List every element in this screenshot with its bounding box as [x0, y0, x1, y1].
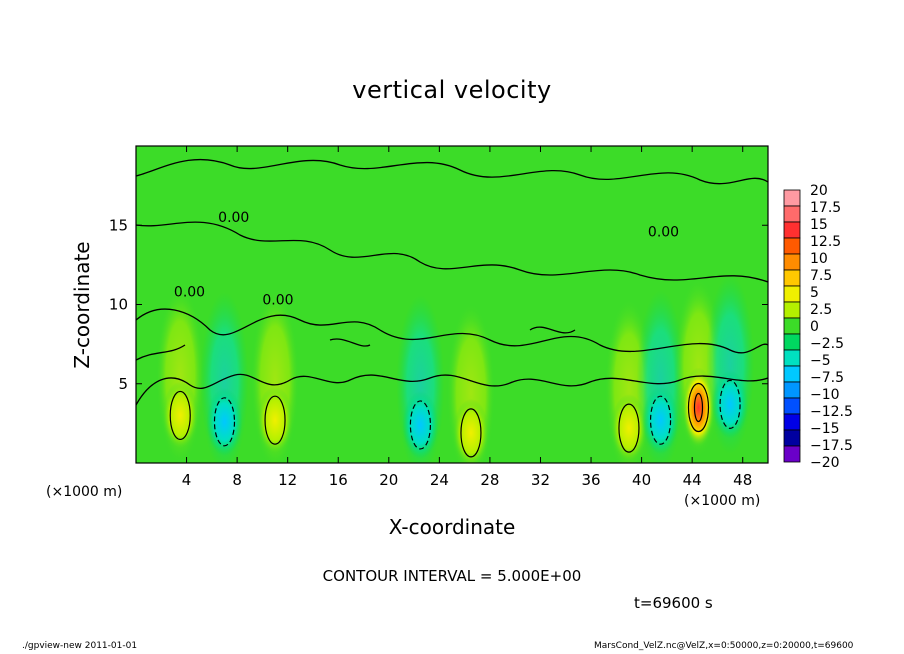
colorbar-swatch-12 — [783, 381, 801, 399]
colorbar-label-13: −12.5 — [810, 404, 853, 420]
contour-cell-7 — [687, 382, 710, 433]
field-core-4 — [452, 398, 489, 463]
colorbar-label-11: −7.5 — [810, 370, 844, 386]
colorbar-swatch-6 — [783, 285, 801, 303]
y-axis-label: Z-coordinate — [70, 241, 94, 369]
x-unit-left: (×1000 m) — [46, 484, 123, 500]
contour-cell-8 — [719, 379, 741, 429]
field-core-2 — [257, 386, 294, 455]
x-tick-label-4: 20 — [379, 471, 398, 489]
y-tick-label-0: 5 — [118, 375, 128, 393]
colorbar-label-8: 0 — [810, 319, 819, 335]
footer-left: ./gpview-new 2011-01-01 — [22, 641, 138, 651]
y-tick-label-1: 10 — [109, 296, 128, 314]
colorbar-swatch-3 — [783, 237, 801, 255]
colorbar-swatch-16 — [783, 445, 801, 463]
field-core-8 — [712, 370, 749, 439]
colorbar-swatch-5 — [783, 269, 801, 287]
field-core-0 — [162, 381, 199, 450]
colorbar-label-0: 20 — [810, 183, 828, 199]
x-tick-label-7: 32 — [531, 471, 550, 489]
colorbar-label-10: −5 — [810, 353, 831, 369]
x-axis: 4 8 12 16 20 24 28 32 36 40 44 48 — [182, 146, 752, 489]
contour-cell-1 — [213, 397, 236, 447]
contour-cell-4 — [460, 408, 482, 458]
colorbar-label-12: −10 — [810, 387, 840, 403]
colorbar-label-7: 2.5 — [810, 302, 832, 318]
contour-cell-5 — [618, 403, 640, 453]
colorbar-label-5: 7.5 — [810, 268, 832, 284]
time-label: t=69600 s — [634, 594, 713, 612]
cell-contours — [169, 379, 741, 458]
colorbar-swatch-1 — [783, 205, 801, 223]
contour-label-0: 0.00 — [218, 210, 249, 226]
y-tick-label-2: 15 — [109, 216, 128, 234]
colorbar-label-2: 15 — [810, 217, 828, 233]
colorbar-swatch-10 — [783, 349, 801, 367]
contour-interval: CONTOUR INTERVAL = 5.000E+00 — [322, 567, 582, 585]
field-core-5 — [610, 394, 647, 463]
field-core-6 — [642, 386, 679, 455]
x-tick-label-0: 4 — [182, 471, 192, 489]
colorbar-swatch-2 — [783, 221, 801, 239]
colorbar-label-16: −20 — [810, 455, 840, 471]
x-tick-label-3: 16 — [329, 471, 348, 489]
field-core-7 — [682, 367, 715, 448]
contour-cell-6 — [649, 395, 672, 445]
contour-label-1: 0.00 — [262, 293, 293, 309]
colorbar-label-6: 5 — [810, 285, 819, 301]
contour-label-2: 0.00 — [648, 224, 679, 240]
colorbar-swatch-8 — [783, 317, 801, 335]
colorbar: 2017.51512.5107.552.50−2.5−5−7.5−10−12.5… — [783, 183, 853, 471]
x-tick-label-1: 8 — [232, 471, 242, 489]
x-tick-label-10: 44 — [683, 471, 702, 489]
contour-cell-inner-7 — [693, 392, 704, 423]
x-unit-right: (×1000 m) — [684, 493, 761, 509]
chart-title: vertical velocity — [352, 76, 552, 104]
colorbar-label-1: 17.5 — [810, 200, 841, 216]
contour-cell-0 — [169, 390, 191, 441]
contour-cell-3 — [409, 400, 431, 450]
x-tick-label-6: 28 — [480, 471, 499, 489]
field-core-3 — [402, 390, 439, 459]
colorbar-label-9: −2.5 — [810, 336, 844, 352]
colorbar-label-3: 12.5 — [810, 234, 841, 250]
colorbar-swatch-7 — [783, 301, 801, 319]
x-axis-label: X-coordinate — [388, 515, 516, 539]
x-tick-label-5: 24 — [430, 471, 449, 489]
colorbar-swatch-9 — [783, 333, 801, 351]
contour-lines — [136, 158, 768, 406]
contour-label-3: 0.00 — [174, 285, 205, 301]
colorbar-swatch-15 — [783, 429, 801, 447]
colorbar-swatch-11 — [783, 365, 801, 383]
colorbar-swatch-14 — [783, 413, 801, 431]
colorbar-label-14: −15 — [810, 421, 840, 437]
contour-cell-2 — [264, 395, 286, 445]
x-tick-label-9: 40 — [632, 471, 651, 489]
x-tick-label-2: 12 — [278, 471, 297, 489]
colorbar-label-15: −17.5 — [810, 438, 853, 454]
colorbar-label-4: 10 — [810, 251, 828, 267]
contour-labels: 0.00 0.00 0.00 0.00 — [174, 210, 679, 308]
colorbar-swatch-0 — [783, 189, 801, 207]
y-axis: 5 10 15 — [109, 216, 768, 393]
colorbar-swatch-4 — [783, 253, 801, 271]
footer-right: MarsCond_VelZ.nc@VelZ,x=0:50000,z=0:2000… — [594, 641, 854, 651]
field-core-1 — [206, 387, 243, 456]
x-tick-label-11: 48 — [733, 471, 752, 489]
colorbar-swatch-13 — [783, 397, 801, 415]
x-tick-label-8: 36 — [581, 471, 600, 489]
